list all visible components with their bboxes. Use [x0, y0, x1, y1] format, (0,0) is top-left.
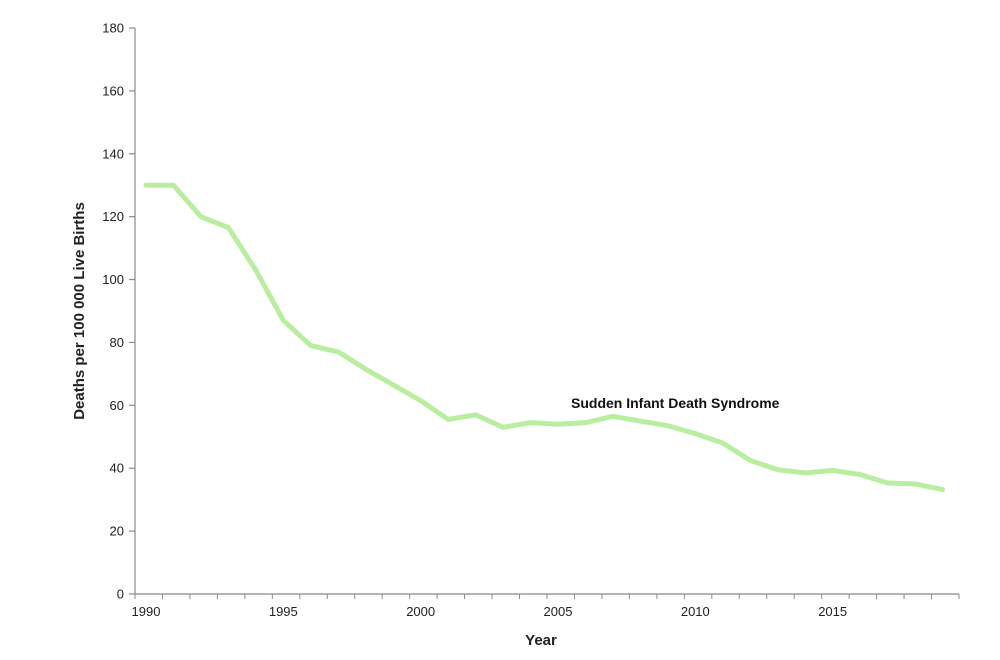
series-annotation: Sudden Infant Death Syndrome [571, 395, 780, 411]
y-tick-label: 100 [102, 272, 124, 287]
data-point [912, 481, 918, 487]
data-point [308, 343, 313, 348]
x-tick-label: 1995 [269, 604, 298, 619]
data-point [500, 425, 506, 430]
y-tick-label: 140 [102, 146, 124, 161]
x-tick-label: 2000 [406, 604, 435, 619]
y-tick-label: 160 [102, 83, 124, 98]
data-point [775, 467, 780, 472]
data-point [885, 480, 890, 486]
y-tick-label: 80 [110, 335, 124, 350]
data-point [555, 422, 561, 427]
data-point [665, 423, 671, 428]
data-point [198, 214, 204, 219]
y-tick-label: 120 [102, 209, 124, 224]
y-tick-label: 40 [110, 461, 124, 476]
y-tick-label: 180 [102, 21, 124, 36]
data-point [748, 458, 753, 463]
data-point [226, 225, 231, 230]
y-tick-label: 60 [110, 398, 124, 413]
data-point [473, 412, 478, 417]
data-point [940, 487, 945, 492]
data-point [610, 414, 616, 419]
data-point [336, 349, 341, 355]
data-point [281, 318, 286, 323]
data-point [171, 183, 176, 188]
y-axis-title: Deaths per 100 000 Live Births [71, 202, 88, 420]
data-point [418, 398, 423, 403]
x-tick-label: 2015 [818, 604, 847, 619]
data-point [390, 382, 396, 388]
data-point [528, 420, 533, 425]
x-axis-title: Year [525, 632, 557, 649]
y-tick-label: 0 [117, 587, 124, 602]
y-tick-label: 20 [110, 524, 124, 539]
data-point [830, 468, 835, 473]
data-point [720, 440, 725, 446]
data-point [583, 420, 588, 425]
data-point [253, 267, 259, 273]
data-point [143, 183, 149, 188]
x-tick-label: 2010 [681, 604, 710, 619]
series-line [143, 182, 946, 493]
x-tick-label: 2005 [544, 604, 573, 619]
data-point [445, 417, 451, 422]
data-point [857, 472, 863, 477]
data-point [802, 470, 808, 476]
data-point [363, 366, 368, 372]
data-point [638, 418, 643, 424]
data-point [693, 431, 698, 436]
x-tick-label: 1990 [132, 604, 161, 619]
